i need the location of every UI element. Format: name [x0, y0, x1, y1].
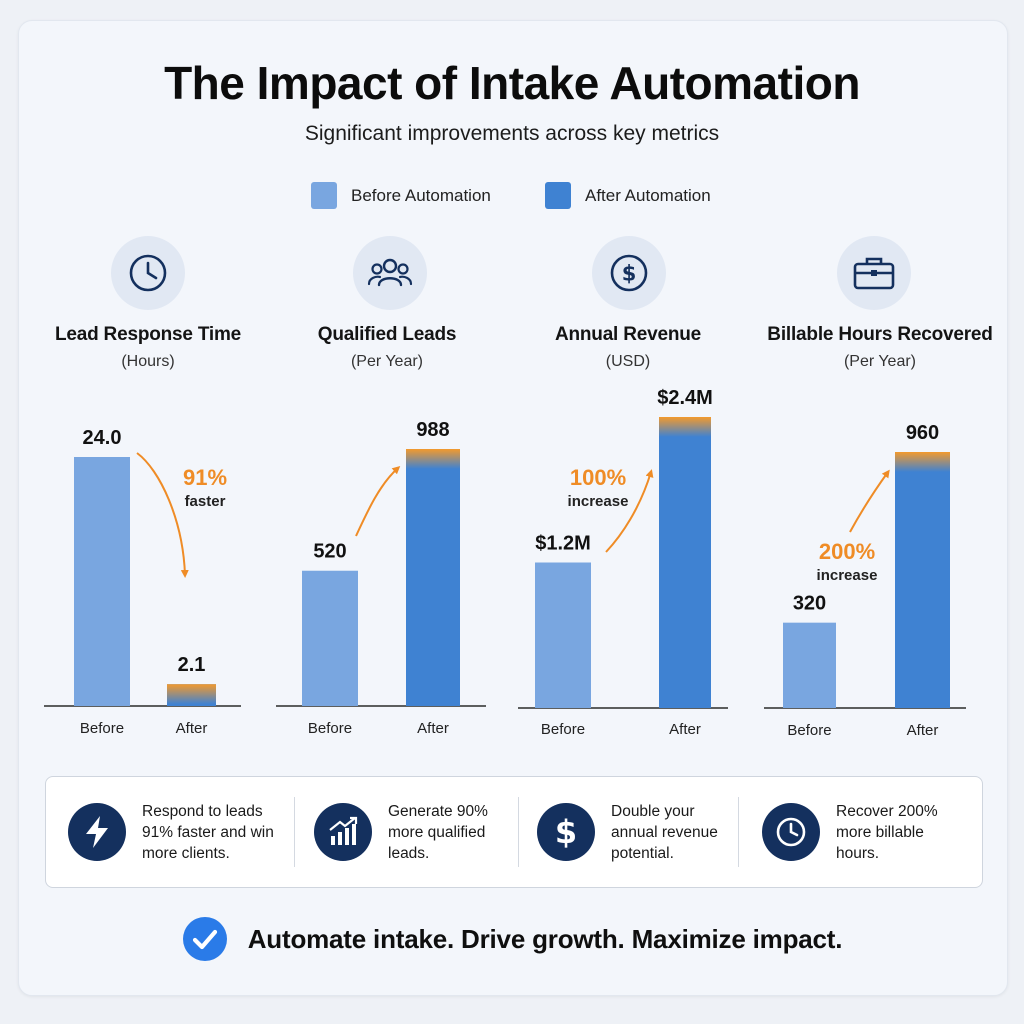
change-arrow: [136, 452, 189, 578]
summary-item-revenue: $ Double your annual revenue potential.: [537, 777, 751, 887]
summary-line: more clients.: [142, 844, 230, 862]
chart-title: Annual Revenue: [554, 324, 702, 345]
legend-swatch-before: [311, 182, 337, 209]
change-percent: 100%: [570, 465, 626, 490]
clock-icon: [762, 803, 820, 861]
category-label: After: [417, 720, 449, 737]
chart-subtitle: (Per Year): [843, 353, 917, 370]
bar-after: [895, 452, 950, 708]
legend-item-after: After Automation: [545, 182, 711, 209]
summary-line: Respond to leads: [142, 802, 263, 820]
value-label: 988: [416, 419, 449, 441]
change-word: faster: [185, 493, 226, 510]
bar-after-cap: [895, 452, 950, 472]
summary-item-leads: Generate 90% more qualified leads.: [314, 777, 528, 887]
summary-line: Double your: [611, 802, 695, 820]
chart-title: Qualified Leads: [317, 324, 457, 345]
change-word: increase: [817, 567, 878, 584]
svg-text:$: $: [622, 262, 637, 286]
category-label: After: [907, 722, 939, 739]
value-label: $1.2M: [535, 533, 591, 555]
summary-item-response: Respond to leads 91% faster and win more…: [68, 777, 282, 887]
bar-before: [302, 570, 358, 706]
clock-icon: [111, 236, 185, 310]
legend-swatch-after: [545, 182, 571, 209]
change-percent: 200%: [819, 539, 875, 564]
summary-item-hours: Recover 200% more billable hours.: [762, 777, 976, 887]
summary-text: Recover 200% more billable hours.: [836, 801, 976, 864]
lightning-icon: [68, 803, 126, 861]
chart-panel-response-time: Lead Response Time (Hours): [30, 236, 266, 746]
bar-before: [74, 457, 130, 706]
chart-subtitle: (Per Year): [350, 353, 424, 370]
summary-line: potential.: [611, 844, 674, 862]
summary-line: more billable: [836, 823, 924, 841]
bar-after: [659, 417, 711, 708]
page-title: The Impact of Intake Automation: [164, 57, 860, 109]
summary-line: Generate 90%: [388, 802, 488, 820]
summary-line: leads.: [388, 844, 430, 862]
category-label: Before: [80, 720, 124, 737]
value-label: $2.4M: [657, 387, 713, 409]
cta-text: Automate intake. Drive growth. Maximize …: [247, 923, 843, 954]
chart-subtitle: (Hours): [121, 353, 175, 370]
call-to-action: Automate intake. Drive growth. Maximize …: [0, 916, 1024, 962]
value-label: 24.0: [83, 427, 122, 449]
bar-after: [406, 449, 460, 706]
legend-label-after: After Automation: [585, 185, 711, 205]
change-arrow: [355, 466, 401, 537]
change-percent: 91%: [183, 465, 227, 490]
change-word: increase: [568, 493, 629, 510]
legend-label-before: Before Automation: [351, 185, 491, 205]
users-icon: [353, 236, 427, 310]
briefcase-icon: [837, 236, 911, 310]
category-label: Before: [308, 720, 352, 737]
chart-title: Billable Hours Recovered: [767, 324, 993, 345]
dollar-icon: $: [592, 236, 666, 310]
legend-item-before: Before Automation: [311, 182, 491, 209]
growth-chart-icon: [314, 803, 372, 861]
bar-before: [783, 622, 836, 708]
summary-line: more qualified: [388, 823, 486, 841]
summary-line: 91% faster and win: [142, 823, 274, 841]
chart-panel-qualified-leads: Qualified Leads (Per Year): [272, 236, 502, 746]
bar-after-cap: [659, 417, 711, 437]
summary-line: hours.: [836, 844, 880, 862]
change-arrow: [605, 469, 654, 553]
summary-text: Double your annual revenue potential.: [611, 801, 751, 864]
chart-panel-billable-hours: Billable Hours Recovered (Per Year): [762, 236, 998, 746]
summary-text: Respond to leads 91% faster and win more…: [142, 801, 282, 864]
divider: [518, 797, 519, 867]
divider: [738, 797, 739, 867]
summary-text: Generate 90% more qualified leads.: [388, 801, 528, 864]
value-label: 520: [313, 541, 346, 563]
change-arrow: [849, 469, 890, 533]
bar-after-cap: [167, 684, 216, 705]
divider: [294, 797, 295, 867]
svg-text:$: $: [555, 813, 577, 851]
category-label: After: [176, 720, 208, 737]
value-label: 960: [906, 422, 939, 444]
summary-line: annual revenue: [611, 823, 718, 841]
checkmark-icon: [182, 917, 227, 961]
category-label: Before: [541, 721, 585, 738]
value-label: 2.1: [178, 654, 206, 676]
summary-line: Recover 200%: [836, 802, 938, 820]
page-subtitle: Significant improvements across key metr…: [304, 122, 720, 145]
chart-subtitle: (USD): [605, 353, 651, 370]
legend: Before Automation After Automation: [0, 182, 1024, 210]
value-label: 320: [793, 593, 826, 615]
bar-after-cap: [406, 449, 460, 469]
chart-title: Lead Response Time: [54, 324, 242, 345]
category-label: Before: [787, 722, 831, 739]
summary-box: Respond to leads 91% faster and win more…: [45, 776, 983, 888]
category-label: After: [669, 721, 701, 738]
bar-before: [535, 562, 591, 708]
chart-panel-annual-revenue: $ Annual Revenue (USD): [512, 236, 744, 746]
dollar-sign-icon: $: [537, 803, 595, 861]
